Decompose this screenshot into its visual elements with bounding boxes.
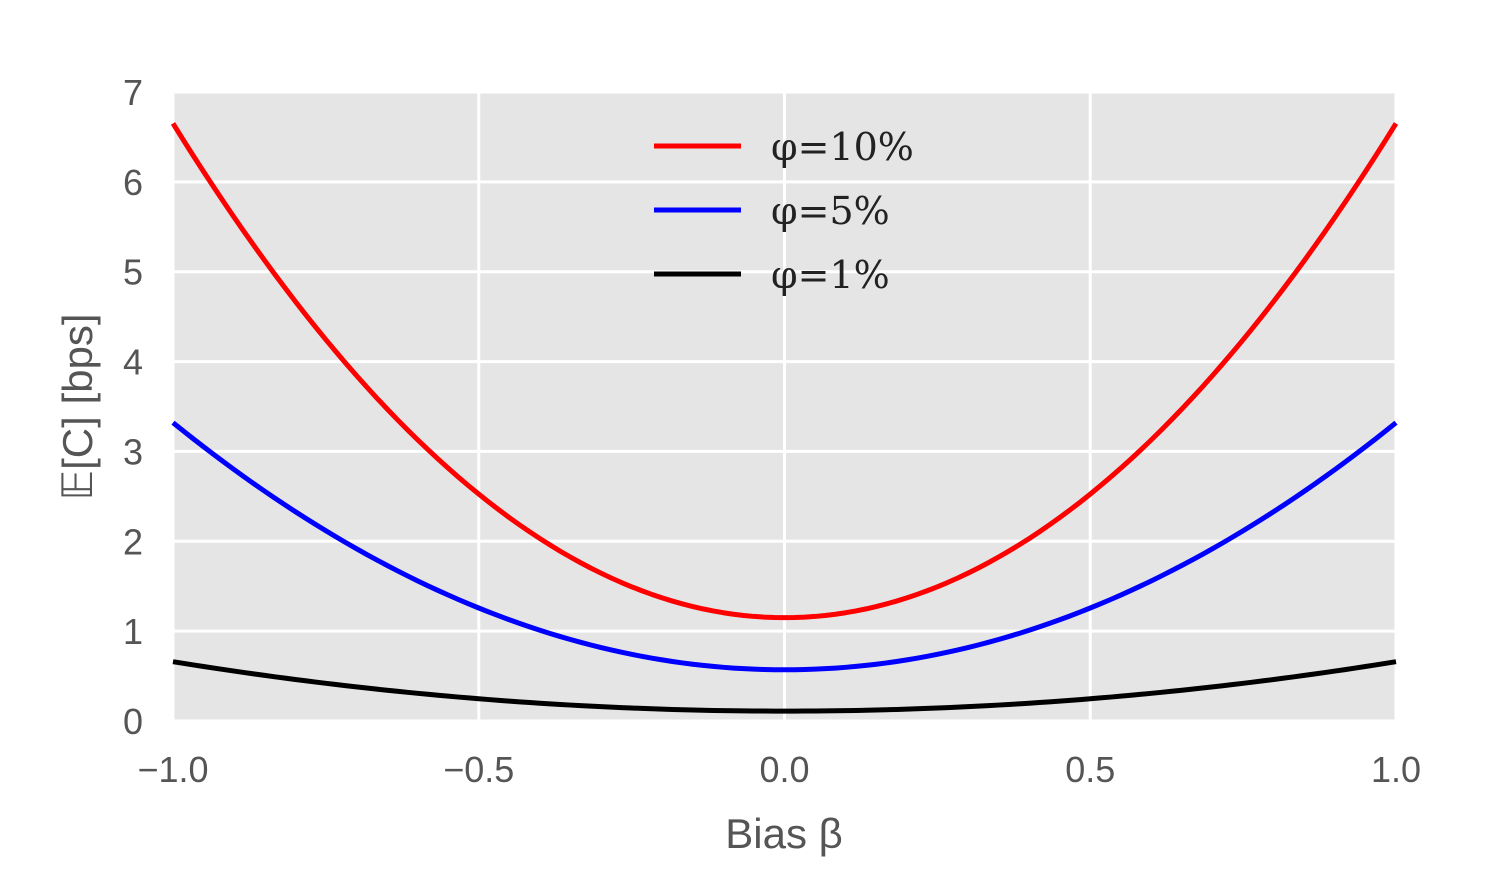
x-tick-label: −0.5 [443, 749, 514, 790]
x-axis-label: Bias β [725, 810, 843, 857]
x-tick-label: 0.0 [759, 749, 809, 790]
series-lines [170, 122, 1399, 714]
legend-label: φ=5% [771, 189, 890, 233]
grid [171, 90, 1398, 723]
y-tick-label: 4 [123, 342, 143, 383]
y-tick-label: 1 [123, 611, 143, 652]
y-tick-label: 3 [123, 431, 143, 472]
y-tick-labels: 0 1 2 3 4 5 6 7 [123, 72, 143, 742]
x-tick-labels: −1.0 −0.5 0.0 0.5 1.0 [137, 749, 1421, 790]
y-tick-label: 2 [123, 521, 143, 562]
legend-label: φ=1% [771, 253, 890, 297]
y-tick-label: 7 [123, 72, 143, 113]
y-tick-label: 6 [123, 162, 143, 203]
y-axis-label: 𝔼[C] [bps] [54, 313, 101, 500]
y-tick-label: 5 [123, 252, 143, 293]
legend: φ=10% φ=5% φ=1% [654, 125, 914, 297]
y-tick-label: 0 [123, 701, 143, 742]
legend-label: φ=10% [771, 125, 914, 169]
x-tick-label: 0.5 [1065, 749, 1115, 790]
x-tick-label: 1.0 [1371, 749, 1421, 790]
x-tick-label: −1.0 [137, 749, 208, 790]
